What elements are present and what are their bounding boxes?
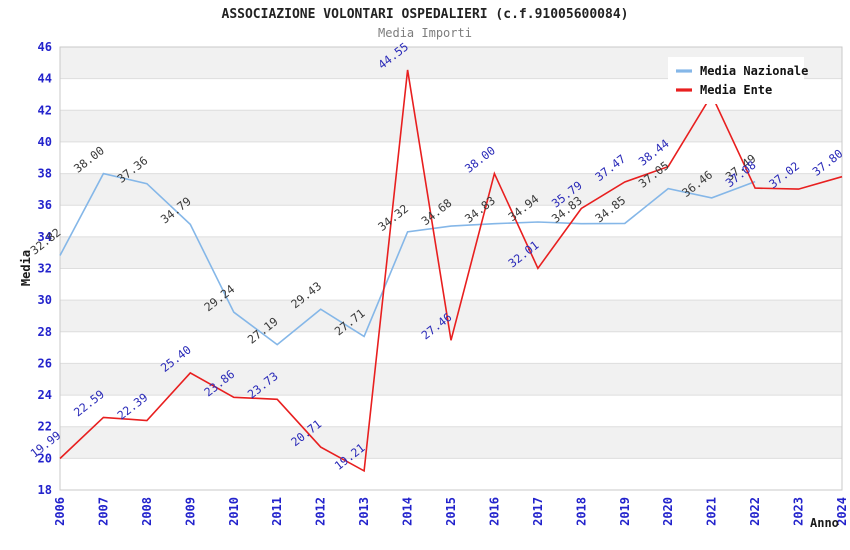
x-axis-tick: 2024: [835, 497, 849, 526]
legend-label-media-nazionale: Media Nazionale: [700, 64, 808, 78]
x-axis-tick: 2006: [53, 497, 67, 526]
y-axis-tick: 32: [38, 262, 52, 276]
y-axis-tick: 46: [38, 40, 52, 54]
plot-border: [59, 46, 843, 491]
x-axis-title: Anno: [810, 516, 839, 530]
y-axis-tick: 36: [38, 198, 52, 212]
y-axis-tick: 40: [38, 135, 52, 149]
y-axis-tick: 22: [38, 420, 52, 434]
x-axis-tick: 2011: [270, 497, 284, 526]
y-axis-tick: 34: [38, 230, 52, 244]
chart-title: ASSOCIAZIONE VOLONTARI OSPEDALIERI (c.f.…: [221, 7, 629, 22]
y-axis-tick: 24: [38, 388, 52, 402]
x-axis-tick: 2010: [227, 497, 241, 526]
x-axis-tick: 2014: [401, 497, 415, 526]
x-axis-tick: 2019: [618, 497, 632, 526]
y-axis-tick: 20: [38, 451, 52, 465]
chart-subtitle: Media Importi: [378, 26, 472, 40]
data-label: 38.00: [462, 143, 498, 175]
x-axis-tick: 2008: [140, 497, 154, 526]
grid-band: [60, 300, 842, 332]
x-axis-tick: 2016: [487, 497, 501, 526]
grid-band: [60, 426, 842, 459]
legend-box: [668, 57, 804, 104]
grid-band: [60, 236, 842, 269]
x-axis-tick: 2015: [444, 497, 458, 526]
y-axis-title: Media: [19, 250, 33, 286]
x-axis-tick: 2012: [314, 497, 328, 526]
y-axis-tick: 30: [38, 293, 52, 307]
series-line-media-nazionale: [59, 172, 756, 346]
x-axis-tick: 2013: [357, 497, 371, 526]
x-axis-tick: 2022: [748, 497, 762, 526]
y-axis-tick: 28: [38, 325, 52, 339]
grid-band: [60, 173, 842, 206]
x-axis-tick: 2009: [183, 497, 197, 526]
x-axis-tick: 2021: [705, 497, 719, 526]
data-label: 38.00: [71, 143, 107, 175]
y-axis-tick: 26: [38, 356, 52, 370]
y-axis-tick: 38: [38, 167, 52, 181]
legend-label-media-ente: Media Ente: [700, 83, 772, 97]
y-axis-tick: 42: [38, 103, 52, 117]
grid-band: [60, 363, 842, 396]
y-axis-tick: 18: [38, 483, 52, 497]
grid-band: [60, 110, 842, 142]
y-axis-tick: 44: [38, 72, 52, 86]
x-axis-tick: 2017: [531, 497, 545, 526]
x-axis-tick: 2020: [661, 497, 675, 526]
x-axis-tick: 2007: [96, 497, 110, 526]
x-axis-tick: 2018: [574, 497, 588, 526]
x-axis-tick: 2023: [792, 497, 806, 526]
